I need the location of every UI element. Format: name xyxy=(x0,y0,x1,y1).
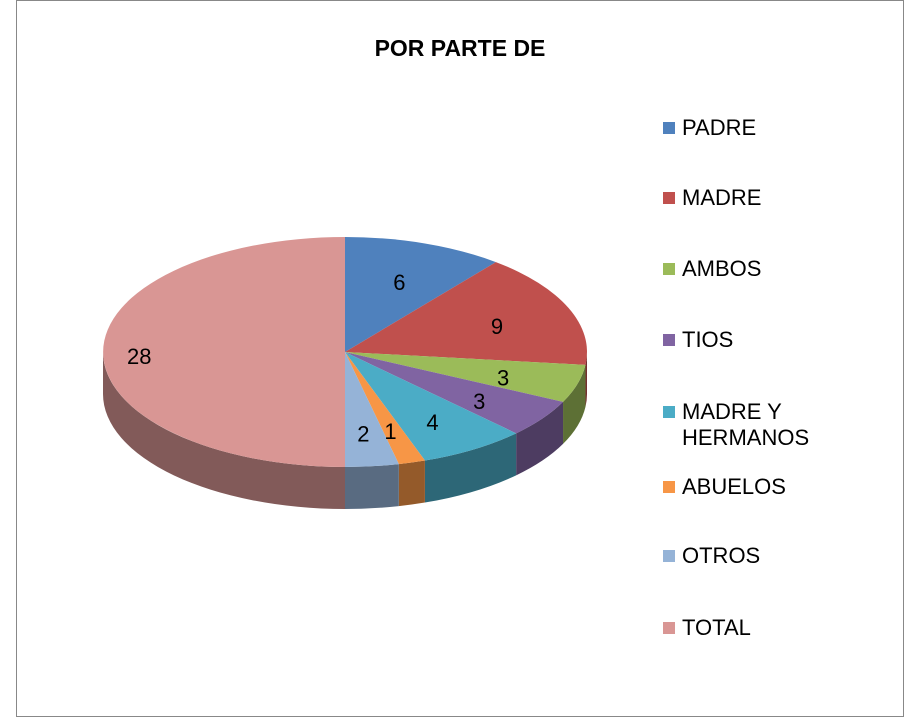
pie-slice xyxy=(345,352,517,461)
legend-item: ABUELOS xyxy=(663,474,893,500)
data-label: 28 xyxy=(127,344,151,369)
pie-slice xyxy=(345,352,564,434)
legend-label: AMBOS xyxy=(682,256,762,281)
legend-swatch xyxy=(663,406,675,418)
legend-label: OTROS xyxy=(682,543,761,568)
data-label: 4 xyxy=(426,410,438,435)
pie-slice xyxy=(345,237,496,352)
legend-item: TIOS xyxy=(663,327,893,353)
legend-item: MADRE Y HERMANOS xyxy=(663,399,893,451)
data-label: 2 xyxy=(357,422,369,447)
legend-swatch xyxy=(663,263,675,275)
data-label: 3 xyxy=(473,389,485,414)
legend-label: TIOS xyxy=(682,327,734,352)
legend-label: MADRE xyxy=(682,185,762,210)
legend-item: TOTAL xyxy=(663,615,893,641)
legend-swatch xyxy=(663,122,675,134)
legend-item: AMBOS xyxy=(663,256,893,282)
pie-side xyxy=(516,401,564,476)
pie-slice xyxy=(345,352,425,465)
pie-slice xyxy=(103,237,345,467)
data-label: 9 xyxy=(491,314,503,339)
legend-swatch xyxy=(663,550,675,562)
legend-label: TOTAL xyxy=(682,615,751,640)
data-label: 6 xyxy=(393,270,405,295)
pie-side xyxy=(563,364,586,444)
pie-side xyxy=(345,464,399,509)
data-label: 3 xyxy=(497,365,509,390)
pie-side xyxy=(103,352,345,509)
pie-slice xyxy=(345,352,586,402)
legend-item: MADRE xyxy=(663,185,893,211)
pie-slice xyxy=(345,352,399,467)
legend-swatch xyxy=(663,622,675,634)
pie-side xyxy=(424,433,517,503)
chart-frame xyxy=(16,0,904,717)
pie-side xyxy=(398,460,425,507)
legend-label: ABUELOS xyxy=(682,474,786,499)
pie-side xyxy=(585,352,587,407)
legend-swatch xyxy=(663,334,675,346)
legend-swatch xyxy=(663,192,675,204)
pie-slice xyxy=(345,262,587,365)
legend-label: MADRE Y HERMANOS xyxy=(682,399,810,450)
chart-title: POR PARTE DE xyxy=(375,35,546,61)
legend-item: OTROS xyxy=(663,543,893,569)
legend-label: PADRE xyxy=(682,115,757,140)
legend-item: PADRE xyxy=(663,115,893,141)
legend-swatch xyxy=(663,481,675,493)
data-label: 1 xyxy=(384,419,396,444)
